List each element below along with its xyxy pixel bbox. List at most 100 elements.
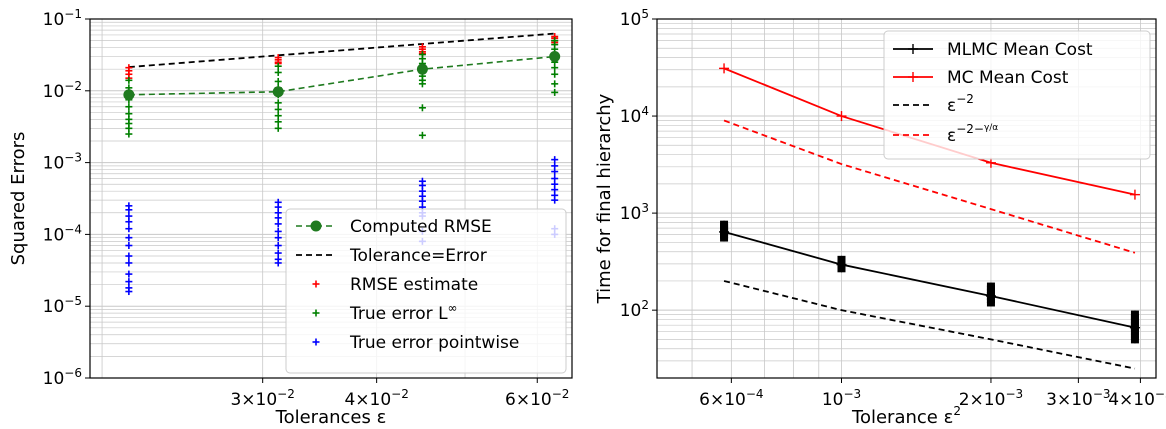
legend-box xyxy=(285,208,567,374)
marker-true-error-l- xyxy=(274,68,282,76)
marker-true-error-pointwise xyxy=(274,220,282,228)
marker-true-error-l- xyxy=(551,64,559,72)
series-point xyxy=(836,259,847,270)
series-point xyxy=(1129,322,1140,333)
marker-true-error-l- xyxy=(418,80,426,88)
marker-true-error-pointwise xyxy=(125,288,133,296)
marker-true-error-pointwise xyxy=(274,234,282,242)
legend-label: True error L∞ xyxy=(349,301,458,324)
marker-true-error-pointwise xyxy=(125,270,133,278)
series-point xyxy=(1129,189,1140,200)
marker-true-error-l- xyxy=(274,77,282,85)
marker-true-error-l- xyxy=(274,99,282,107)
legend-marker xyxy=(310,220,322,232)
series-tolerance-error xyxy=(128,32,555,68)
x-axis-label: Tolerance ε2 xyxy=(851,404,961,428)
y-axis-label: Squared Errors xyxy=(8,132,29,266)
marker-true-error-pointwise xyxy=(551,196,559,204)
legend-label: RMSE estimate xyxy=(350,275,478,295)
series-point xyxy=(719,63,730,74)
left-chart-panel: 10−6 10−5 10−4 10−3 10−2 10−1 3×10−2 4×10−2 6×10… xyxy=(8,7,573,428)
marker-true-error-pointwise xyxy=(274,242,282,250)
marker-true-error-pointwise xyxy=(125,225,133,233)
right-chart-panel: 102 103 104 105 6×10−4 10−3 2×10−3 3×10−34×10−3… xyxy=(594,7,1166,428)
legend-marker xyxy=(312,338,320,346)
legend-label: ε−2 xyxy=(947,92,974,116)
x-tick-label: 3×10−3 xyxy=(1046,387,1110,410)
legend-marker xyxy=(908,72,918,82)
marker-true-error-pointwise xyxy=(125,252,133,260)
marker-true-error-pointwise xyxy=(418,197,426,205)
marker-true-error-pointwise xyxy=(125,278,133,286)
marker-true-error-l- xyxy=(274,124,282,132)
legend-box xyxy=(883,30,1151,160)
y-tick-label: 102 xyxy=(620,298,649,321)
y-tick-label: 10−5 xyxy=(43,294,82,317)
marker-true-error-l- xyxy=(274,112,282,120)
series-point xyxy=(836,111,847,122)
computed-rmse-point xyxy=(123,89,135,101)
legend-label: ε−2−γ/α xyxy=(947,122,998,146)
marker-true-error-l- xyxy=(418,104,426,112)
marker-true-error-l- xyxy=(274,62,282,70)
marker-true-error-pointwise xyxy=(274,259,282,267)
axes-frame xyxy=(656,18,1157,379)
legend-label: Computed RMSE xyxy=(350,217,492,237)
x-axis-label: Tolerances ε xyxy=(275,407,387,428)
legend-label: MC Mean Cost xyxy=(947,68,1069,88)
sample-plus xyxy=(986,282,995,291)
marker-true-error-l- xyxy=(125,130,133,138)
marker-true-error-pointwise xyxy=(125,242,133,250)
x-tick-label: 4×10−3 xyxy=(1108,387,1166,410)
series-computed-rmse xyxy=(128,55,555,96)
series-point xyxy=(719,226,730,237)
marker-true-error-pointwise xyxy=(274,214,282,222)
marker-true-error-pointwise xyxy=(125,259,133,267)
marker-true-error-pointwise xyxy=(551,156,559,164)
marker-true-error-pointwise xyxy=(274,249,282,257)
y-tick-label: 105 xyxy=(620,7,649,30)
marker-true-error-pointwise xyxy=(125,218,133,226)
marker-true-error-l- xyxy=(274,105,282,113)
x-tick-label: 2×10−3 xyxy=(959,387,1023,410)
series-line-0 xyxy=(723,231,1136,329)
y-tick-label: 10−2 xyxy=(43,79,82,102)
computed-rmse-point xyxy=(416,63,428,75)
marker-true-error-l- xyxy=(125,76,133,84)
axes-frame xyxy=(89,18,573,379)
legend-marker xyxy=(312,280,320,288)
y-tick-label: 10−6 xyxy=(43,366,82,389)
legend: MLMC Mean Cost MC Mean Cost ε−2 ε−2−γ/α xyxy=(883,30,1151,160)
x-tick-label: 10−3 xyxy=(822,387,861,410)
series-point xyxy=(985,290,996,301)
series-line-2 xyxy=(723,280,1136,370)
y-tick-label: 10−1 xyxy=(43,7,82,30)
computed-rmse-point xyxy=(272,86,284,98)
x-tick-label: 3×10−2 xyxy=(230,387,294,410)
legend-label: Tolerance=Error xyxy=(349,246,487,266)
marker-true-error-pointwise xyxy=(274,227,282,235)
marker-true-error-pointwise xyxy=(551,168,559,176)
y-axis-label: Time for final hierarchy xyxy=(594,93,615,304)
marker-true-error-l- xyxy=(551,80,559,88)
y-tick-label: 10−3 xyxy=(43,151,82,174)
legend-marker xyxy=(908,44,918,54)
series-line-3 xyxy=(723,119,1136,254)
x-tick-label: 6×10−2 xyxy=(505,387,569,410)
marker-true-error-l- xyxy=(274,118,282,126)
computed-rmse-point xyxy=(549,51,561,63)
x-tick-label: 6×10−4 xyxy=(699,387,763,410)
marker-true-error-l- xyxy=(551,70,559,78)
marker-true-error-l- xyxy=(125,103,133,111)
marker-true-error-l- xyxy=(551,88,559,96)
y-tick-label: 104 xyxy=(620,104,649,127)
y-tick-label: 10−4 xyxy=(43,222,82,245)
marker-true-error-pointwise xyxy=(125,234,133,242)
x-tick-label: 4×10−2 xyxy=(344,387,408,410)
sample-plus xyxy=(1130,310,1139,319)
legend-marker xyxy=(312,309,320,317)
y-tick-label: 103 xyxy=(620,201,649,224)
legend: Computed RMSE Tolerance=Error RMSE estimat… xyxy=(285,208,567,374)
legend-label: True error pointwise xyxy=(349,333,519,353)
